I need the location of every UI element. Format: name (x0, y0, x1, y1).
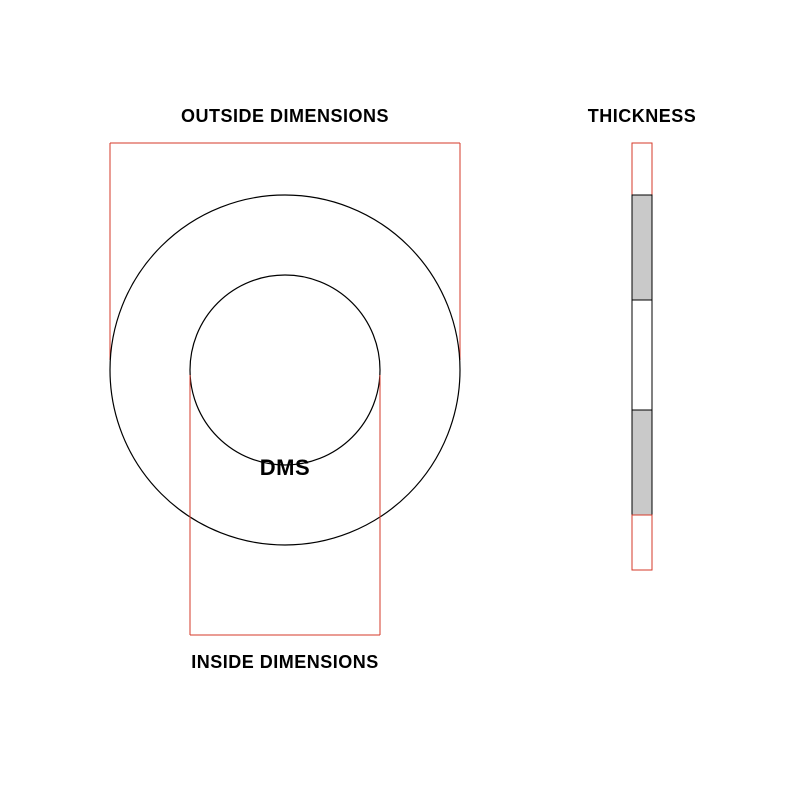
brand-label: DMS (260, 455, 310, 480)
inside-bracket (190, 375, 380, 635)
washer-side-view (632, 143, 652, 570)
inner-diameter-circle (190, 275, 380, 465)
outside-dimensions-label: OUTSIDE DIMENSIONS (181, 106, 389, 126)
side-segment-0 (632, 143, 652, 195)
thickness-label: THICKNESS (588, 106, 697, 126)
washer-front-view (110, 195, 460, 545)
side-segment-4 (632, 515, 652, 570)
washer-dimension-diagram: OUTSIDE DIMENSIONS INSIDE DIMENSIONS THI… (0, 0, 800, 800)
side-segment-1 (632, 195, 652, 300)
side-segment-2 (632, 300, 652, 410)
outside-bracket (110, 143, 460, 360)
outer-diameter-circle (110, 195, 460, 545)
side-segment-3 (632, 410, 652, 515)
inside-dimensions-label: INSIDE DIMENSIONS (191, 652, 379, 672)
